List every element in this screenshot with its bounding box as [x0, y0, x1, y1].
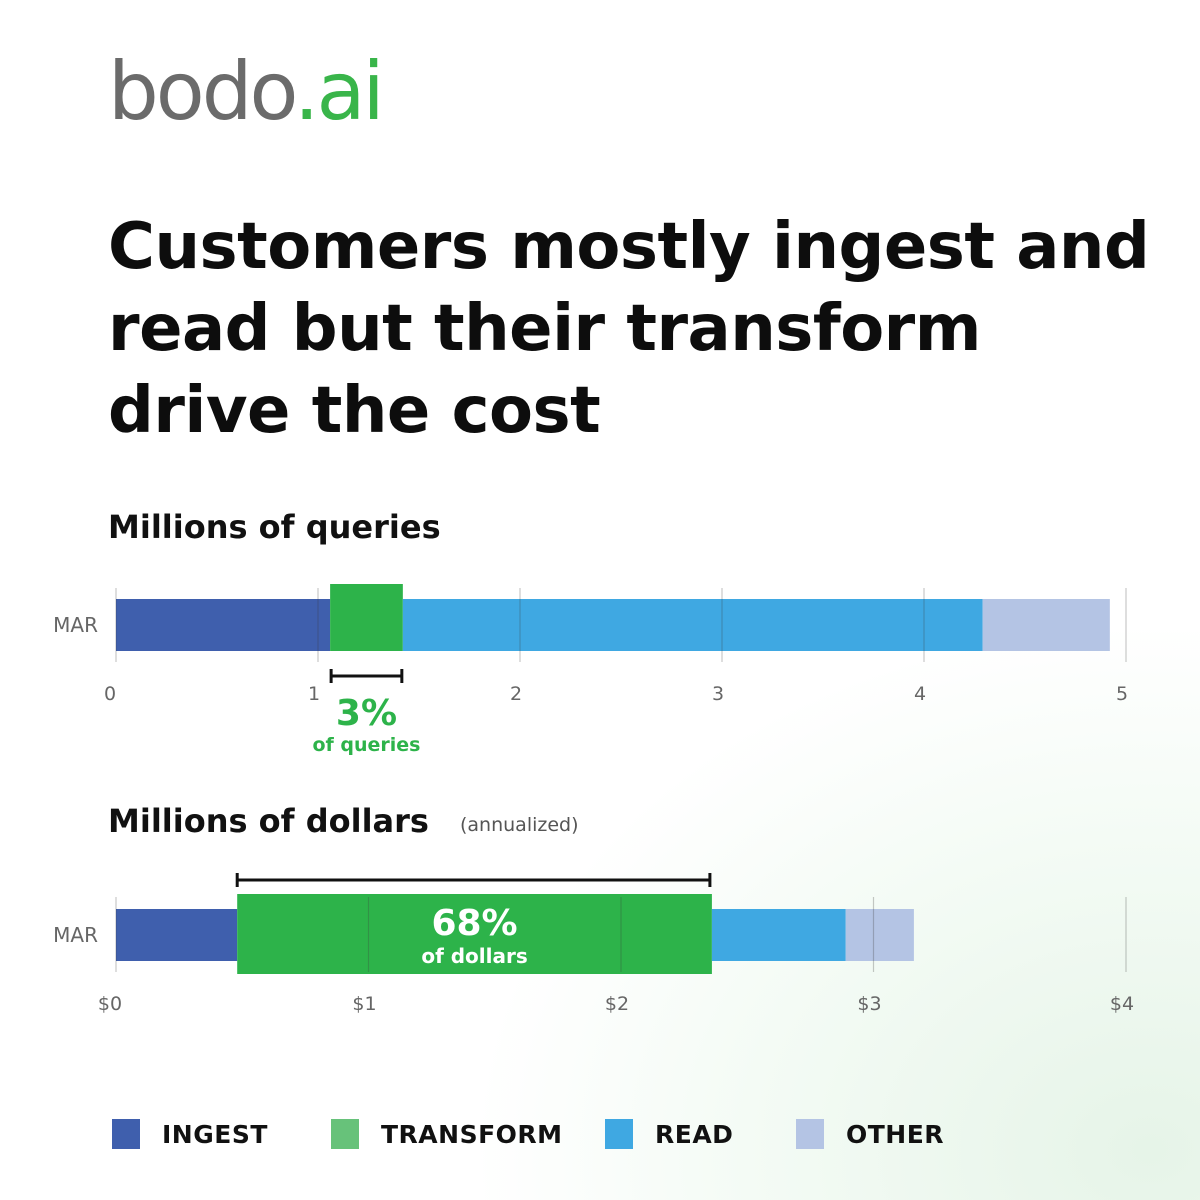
queries-tick-label: 2 — [510, 683, 522, 705]
dollars-transform-percent: 68% — [431, 903, 517, 944]
queries-tick-label: 3 — [712, 683, 724, 705]
queries-tick-label: 4 — [914, 683, 926, 705]
legend-item-read: READ — [605, 1118, 733, 1150]
dollars-chart-subtitle: (annualized) — [460, 814, 579, 836]
legend-label: OTHER — [846, 1119, 945, 1149]
dollars-tick-label: $0 — [98, 993, 122, 1015]
queries-bar-transform — [330, 584, 403, 651]
queries-chart-title: Millions of queries — [108, 508, 441, 546]
dollars-tick-label: $3 — [857, 993, 881, 1015]
queries-transform-percent: 3% — [336, 693, 397, 734]
queries-bar-other — [982, 599, 1110, 651]
legend-label: READ — [655, 1119, 734, 1149]
queries-bar-read — [402, 599, 983, 651]
queries-bar-ingest — [116, 599, 331, 651]
legend-item-ingest: INGEST — [112, 1118, 268, 1150]
legend-swatch — [605, 1119, 633, 1149]
legend-swatch — [331, 1119, 359, 1149]
dollars-category-label: MAR — [53, 923, 98, 947]
bodo-logo: bodo.ai — [108, 52, 385, 132]
legend-label: INGEST — [162, 1119, 268, 1149]
queries-tick-label: 5 — [1116, 683, 1128, 705]
legend-swatch — [796, 1119, 824, 1149]
queries-transform-percent-label: of queries — [312, 734, 420, 756]
queries-tick-label: 0 — [104, 683, 116, 705]
dollars-chart-title: Millions of dollars — [108, 802, 429, 840]
dollars-bar-ingest — [116, 909, 238, 961]
dollars-tick-label: $2 — [605, 993, 629, 1015]
dollars-bar-other — [845, 909, 914, 961]
dollars-bar-transform — [237, 894, 712, 974]
dollars-tick-label: $4 — [1110, 993, 1134, 1015]
dollars-tick-label: $1 — [352, 993, 376, 1015]
legend-item-other: OTHER — [796, 1118, 944, 1150]
logo-accent-text: .ai — [294, 45, 385, 138]
dollars-bar-read — [711, 909, 846, 961]
legend-swatch — [112, 1119, 140, 1149]
queries-tick-label: 1 — [308, 683, 320, 705]
logo-main-text: bodo — [108, 45, 297, 138]
legend-item-transform: TRANSFORM — [331, 1118, 563, 1150]
dollars-transform-percent-label: of dollars — [421, 944, 527, 968]
legend: INGEST TRANSFORM READ OTHER — [0, 1118, 1200, 1158]
queries-category-label: MAR — [53, 613, 98, 637]
headline: Customers mostly ingest and read but the… — [108, 210, 1150, 448]
legend-label: TRANSFORM — [381, 1119, 563, 1149]
